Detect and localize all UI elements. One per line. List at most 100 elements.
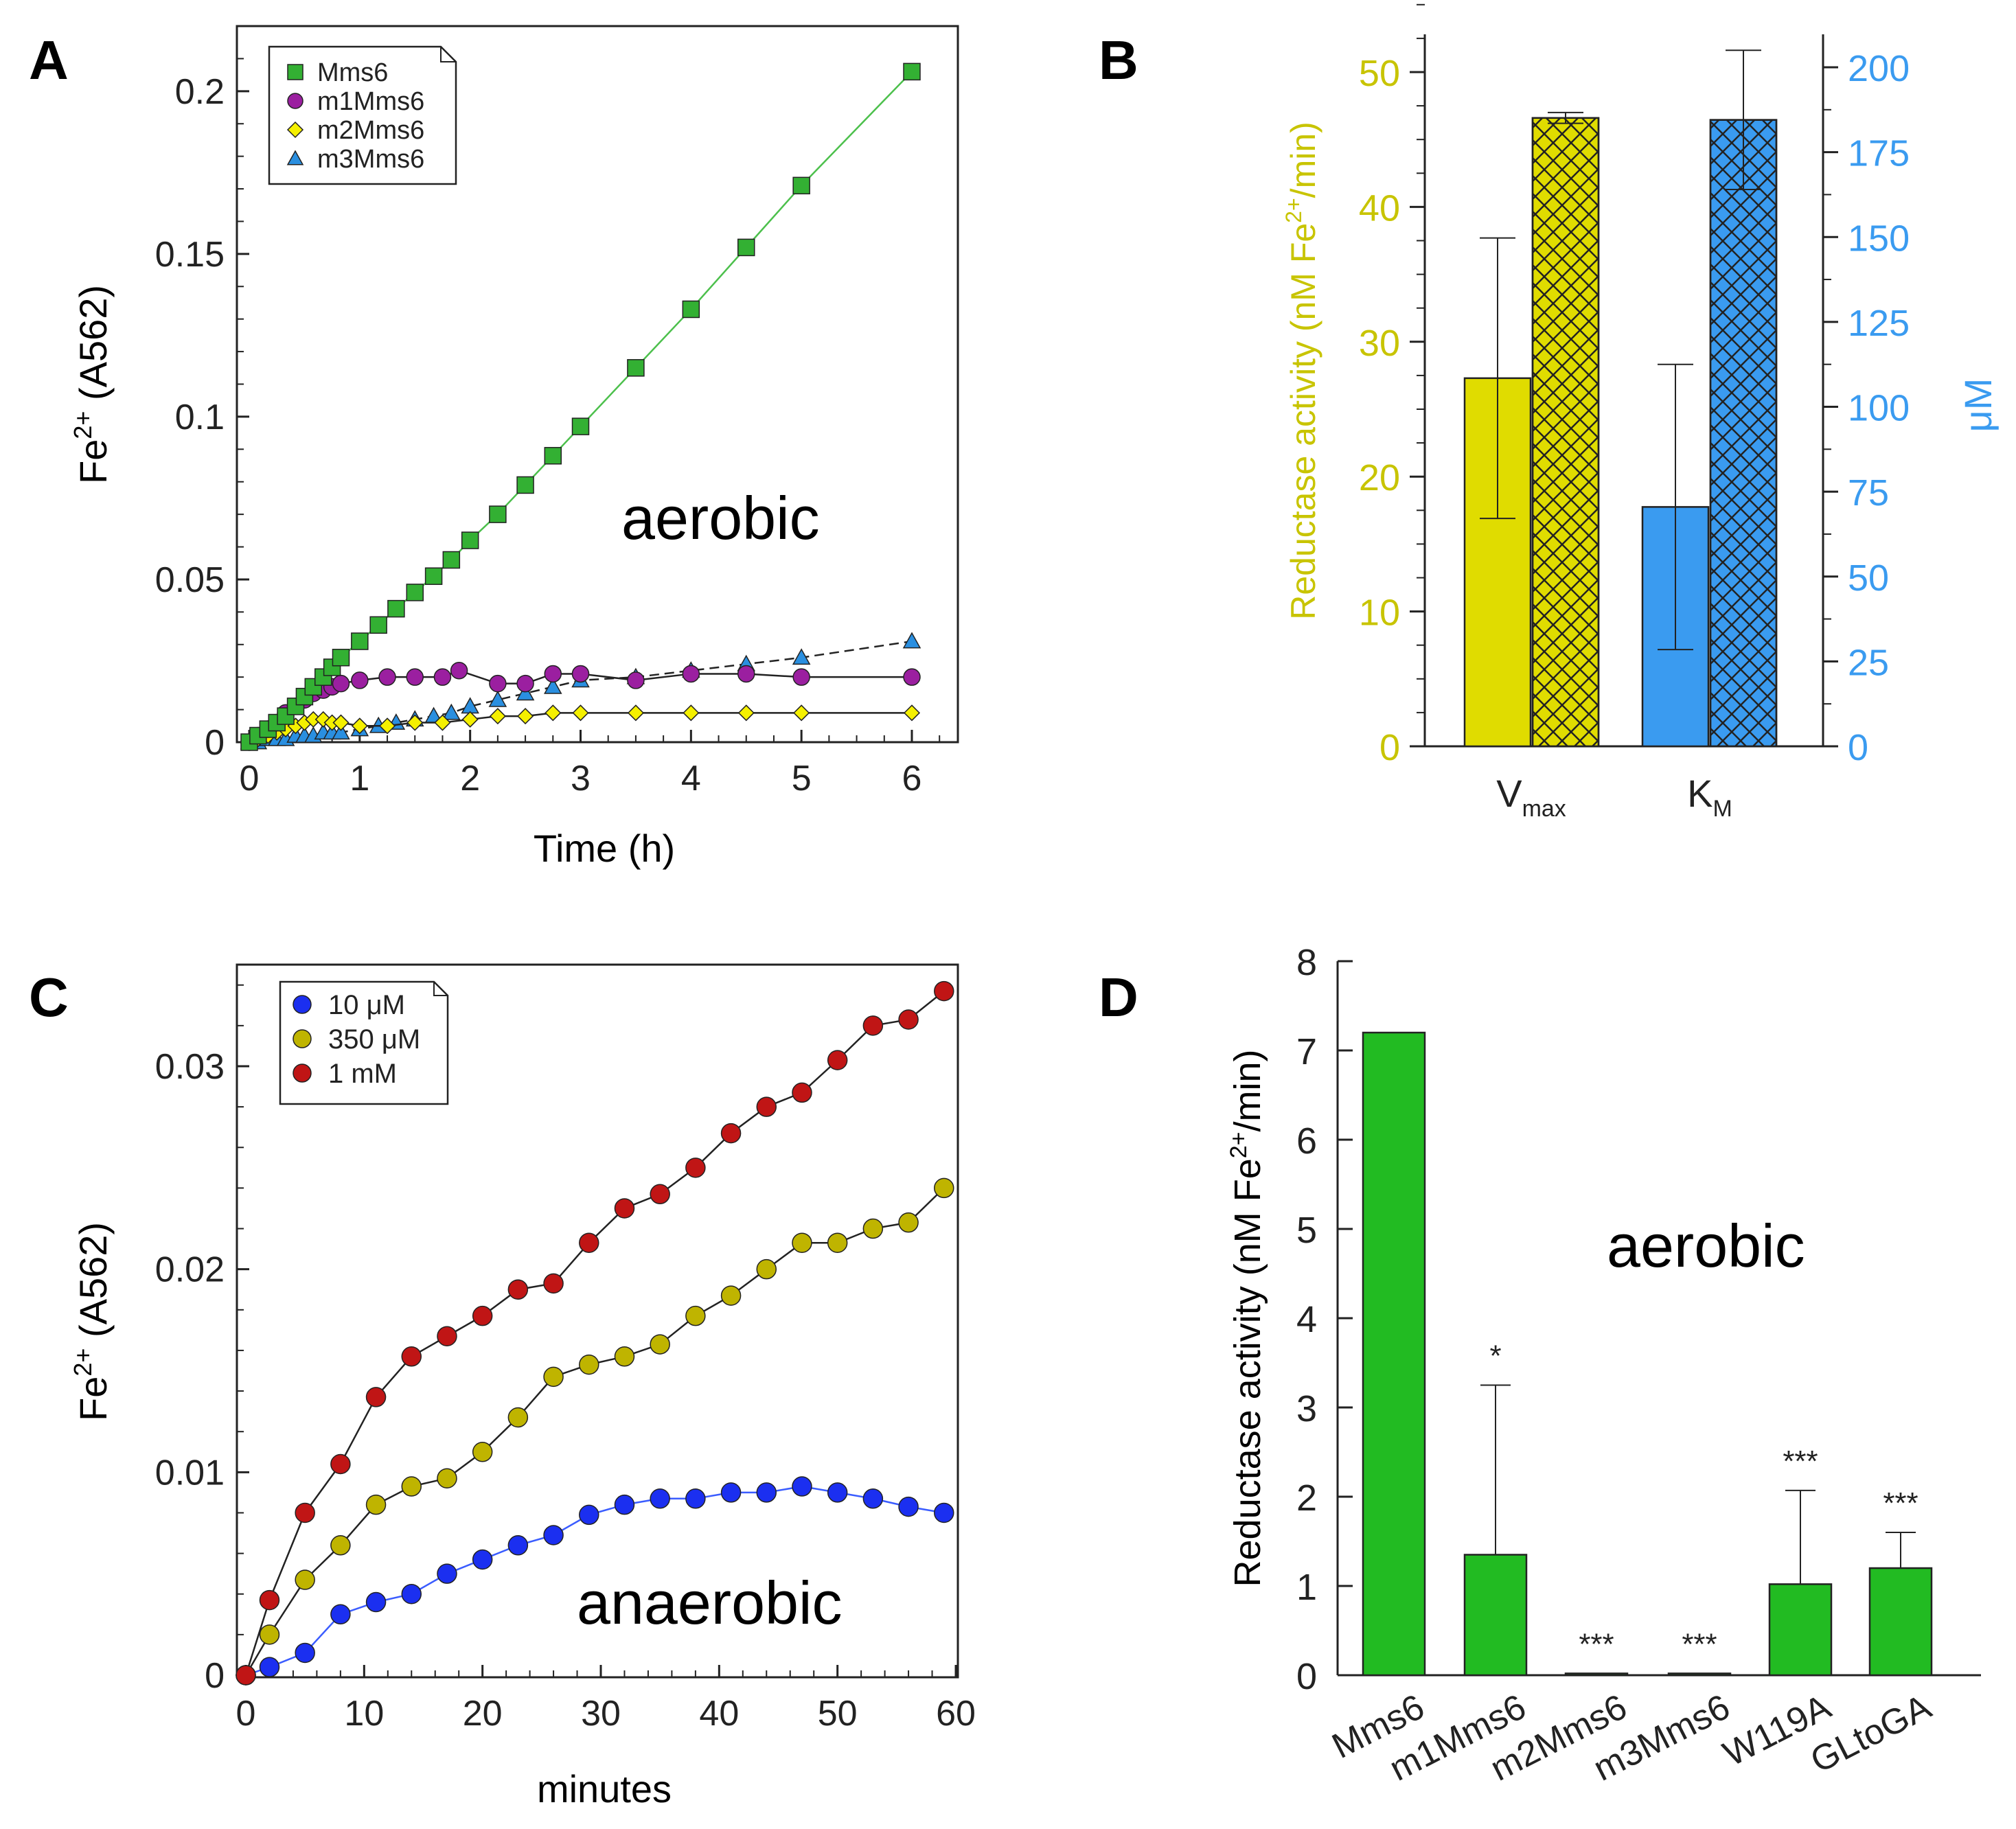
panel-b-left-label-base: Reductase activity (nM Fe [1284, 223, 1322, 620]
panel-b-left-tick-label: 30 [1359, 323, 1400, 364]
panel-b-left-tick-label: 50 [1359, 53, 1400, 94]
panel-d-y-axis-label: Reductase activity (nM Fe2+/min) [1226, 1050, 1268, 1587]
panel-a-point-m1Mms6 [433, 668, 452, 686]
panel-d-significance-W119A: *** [1783, 1445, 1818, 1478]
panel-c-point-1 [827, 1232, 848, 1253]
panel-a-series [240, 62, 921, 751]
panel-b-left-tick-label: 20 [1359, 457, 1400, 498]
panel-d-bars: **** ********* [1362, 1031, 1933, 1677]
panel-b-letter: B [1099, 30, 1138, 91]
panel-a-point-m3Mms6 [442, 703, 461, 720]
panel-c-legend-marker-0 [293, 995, 312, 1014]
panel-c-legend-fold [433, 982, 448, 996]
panel-c-letter: C [29, 967, 69, 1028]
panel-c-point-0 [330, 1604, 351, 1625]
panel-c: C 0 0.01 0.02 0.03 0 10 20 30 40 50 60 anaerobic m… [29, 963, 976, 1810]
panel-a-point-m1Mms6 [792, 668, 810, 686]
panel-c-point-1 [579, 1354, 599, 1375]
panel-b-category-V: Vmax [1496, 772, 1566, 822]
panel-a-point-m1Mms6 [627, 671, 645, 689]
panel-a-point-m2Mms6 [793, 704, 810, 722]
panel-d-significance-m1Mms6: * [1489, 1339, 1501, 1373]
panel-a-y-tick-label: 0.15 [155, 235, 225, 275]
panel-a-point-Mms6 [516, 476, 534, 494]
panel-a-point-m1Mms6 [571, 665, 590, 683]
panel-c-series [236, 980, 954, 1686]
panel-c-point-0 [579, 1504, 599, 1526]
panel-c-point-2 [685, 1158, 706, 1178]
panel-c-axes: 0 0.01 0.02 0.03 0 10 20 30 40 50 60 [155, 984, 976, 1734]
panel-c-y-label-base: Fe [71, 1377, 115, 1421]
panel-c-point-1 [437, 1468, 457, 1488]
panel-d-y-tick-label: 7 [1296, 1031, 1317, 1072]
panel-b-right-axis-label: μM [1956, 378, 2000, 433]
panel-a-legend-marker-m2Mms6 [286, 121, 304, 139]
panel-c-x-tick-label: 60 [936, 1694, 976, 1734]
panel-a-legend-marker-m1Mms6 [287, 93, 303, 109]
panel-c-legend-box [279, 980, 449, 1105]
panel-a-x-tick-label: 1 [350, 759, 369, 798]
panel-c-point-0 [507, 1535, 529, 1556]
panel-a-point-m1Mms6 [516, 674, 534, 693]
panel-a-point-Mms6 [489, 505, 507, 523]
panel-d-bar-m2Mms6 [1564, 1672, 1629, 1677]
panel-b-category-K: KM [1687, 772, 1732, 822]
panel-d-annotation: aerobic [1607, 1212, 1805, 1280]
panel-c-point-0 [614, 1494, 635, 1515]
panel-d-bar-m3Mms6 [1667, 1672, 1732, 1677]
panel-a-legend-box [268, 45, 457, 185]
panel-b-category-sub: M [1713, 796, 1732, 822]
panel-c-x-tick-label: 0 [236, 1694, 256, 1734]
panel-d-y-tick-label: 3 [1296, 1388, 1317, 1429]
panel-d-y-label-tail: /min) [1227, 1050, 1268, 1132]
panel-a-point-Mms6 [627, 359, 645, 377]
panel-c-y-axis-label: Fe2+ (A562) [69, 1222, 115, 1421]
panel-c-point-0 [650, 1488, 670, 1509]
panel-a-point-Mms6 [737, 238, 755, 257]
panel-a-point-Mms6 [332, 648, 350, 667]
panel-c-point-1 [650, 1334, 670, 1355]
panel-a-x-tick-label: 4 [681, 759, 701, 798]
panel-b-category-main: V [1496, 772, 1522, 815]
panel-b-left-label-tail: /min) [1284, 122, 1322, 198]
panel-d-y-label-base: Reductase activity (nM Fe [1227, 1158, 1268, 1587]
panel-c-point-0 [543, 1525, 564, 1545]
panel-c-point-2 [330, 1453, 351, 1475]
panel-c-point-2 [827, 1050, 848, 1070]
panel-c-x-tick-label: 20 [463, 1694, 503, 1734]
panel-c-point-0 [792, 1476, 812, 1497]
panel-b-left-label-sup: 2+ [1281, 198, 1306, 222]
panel-a-point-m2Mms6 [903, 704, 921, 722]
panel-a-point-m1Mms6 [450, 661, 468, 680]
panel-d-y-tick-label: 5 [1296, 1210, 1317, 1251]
panel-c-y-tick-label: 0.01 [155, 1453, 225, 1493]
panel-c-point-0 [862, 1488, 884, 1509]
panel-c-point-1 [862, 1218, 884, 1239]
panel-b-category-sub: max [1522, 796, 1566, 822]
panel-a-legend-fold [440, 47, 456, 62]
panel-c-point-2 [614, 1198, 635, 1219]
panel-a-legend-marker-m3Mms6 [286, 150, 304, 165]
panel-a-point-m2Mms6 [434, 714, 451, 731]
panel-a-point-m1Mms6 [351, 671, 369, 689]
panel-c-x-axis-label: minutes [537, 1767, 672, 1810]
panel-c-point-1 [934, 1177, 954, 1199]
panel-c-point-0 [365, 1591, 387, 1613]
panel-a-point-Mms6 [682, 300, 700, 319]
panel-b-category-labels: Vmax KM [1496, 772, 1732, 822]
panel-a-point-m3Mms6 [544, 677, 562, 694]
panel-c-x-tick-label: 10 [344, 1694, 384, 1734]
panel-d-bar-W119A [1768, 1583, 1833, 1677]
panel-c-point-2 [401, 1346, 422, 1367]
panel-a-point-m3Mms6 [488, 690, 507, 707]
panel-b-left-tick-label: 40 [1359, 187, 1400, 229]
panel-a-point-Mms6 [792, 176, 810, 195]
panel-a-point-m2Mms6 [517, 708, 534, 725]
panel-b-right-tick-label: 150 [1848, 218, 1910, 259]
panel-a-point-Mms6 [571, 417, 590, 435]
panel-c-y-tick-label: 0 [205, 1656, 225, 1696]
panel-a-y-label-base: Fe [71, 439, 115, 484]
panel-a-point-Mms6 [351, 632, 369, 650]
panel-c-point-1 [898, 1212, 919, 1233]
